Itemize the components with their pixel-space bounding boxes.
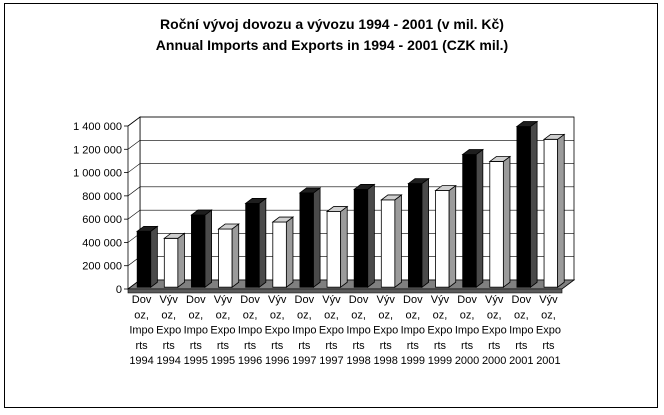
bar-exports bbox=[271, 216, 295, 289]
bar-exports bbox=[542, 133, 566, 289]
chart-subtitle: Annual Imports and Exports in 1994 - 200… bbox=[155, 37, 509, 53]
x-category-label: Dov oz, Impo rts 1998 bbox=[346, 294, 370, 367]
bar-imports bbox=[407, 177, 430, 289]
bar-imports bbox=[190, 209, 213, 289]
chart-title: Roční vývoj dovozu a vývozu 1994 - 2001 … bbox=[160, 16, 504, 32]
x-category-label: Výv oz, Expo rts 1997 bbox=[319, 294, 344, 367]
bar-imports bbox=[515, 120, 539, 289]
x-category-label: Výv oz, Expo rts 1994 bbox=[156, 294, 181, 367]
bar-exports bbox=[325, 205, 349, 289]
bar-imports bbox=[461, 148, 485, 289]
bar-exports bbox=[380, 194, 403, 289]
x-category-label: Výv oz, Expo rts 1996 bbox=[265, 294, 290, 367]
x-category-label: Výv oz, Expo rts 2001 bbox=[536, 294, 561, 367]
bar-exports bbox=[163, 232, 186, 289]
x-category-label: Výv oz, Expo rts 1998 bbox=[373, 294, 398, 367]
x-category-label: Dov oz, Impo rts 1995 bbox=[184, 294, 208, 367]
bar-imports bbox=[244, 197, 268, 289]
y-tick-label: 200 000 bbox=[82, 261, 122, 273]
x-category-label: Dov oz, Impo rts 1999 bbox=[401, 294, 425, 367]
y-tick-label: 400 000 bbox=[82, 237, 122, 249]
bars bbox=[135, 120, 566, 289]
bar-exports bbox=[217, 223, 240, 289]
bar-imports bbox=[352, 183, 376, 289]
y-tick-label: 1 200 000 bbox=[73, 144, 122, 156]
x-category-label: Dov oz, Impo rts 1996 bbox=[238, 294, 262, 367]
bar-imports bbox=[135, 225, 159, 289]
x-category-label: Dov oz, Impo rts 2000 bbox=[455, 294, 479, 367]
y-tick-label: 1 000 000 bbox=[73, 168, 122, 180]
gridline bbox=[127, 186, 574, 197]
x-category-label: Výv oz, Expo rts 1995 bbox=[210, 294, 235, 367]
gridline bbox=[127, 116, 574, 127]
x-category-label: Výv oz, Expo rts 2000 bbox=[482, 294, 507, 367]
y-tick-label: 600 000 bbox=[82, 214, 122, 226]
x-category-label: Dov oz, Impo rts 1997 bbox=[292, 294, 316, 367]
y-tick-label: 1 400 000 bbox=[73, 121, 122, 133]
y-axis-ticks: 0 200 000 400 000 600 000 800 000 1 000 000 1 … bbox=[73, 121, 128, 296]
floor-edge bbox=[127, 288, 563, 294]
gridline bbox=[127, 163, 574, 173]
bar-exports bbox=[488, 155, 512, 289]
x-category-label: Dov oz, Impo rts 1994 bbox=[129, 294, 153, 367]
x-category-label: Dov oz, Impo rts 2001 bbox=[509, 294, 533, 367]
bar-imports bbox=[298, 187, 322, 289]
bar-exports bbox=[434, 184, 457, 289]
gridline bbox=[127, 139, 574, 150]
x-category-label: Výv oz, Expo rts 1999 bbox=[427, 294, 452, 367]
y-tick-label: 800 000 bbox=[82, 191, 122, 203]
gridline bbox=[127, 209, 574, 220]
y-tick-label: 0 bbox=[116, 284, 122, 296]
